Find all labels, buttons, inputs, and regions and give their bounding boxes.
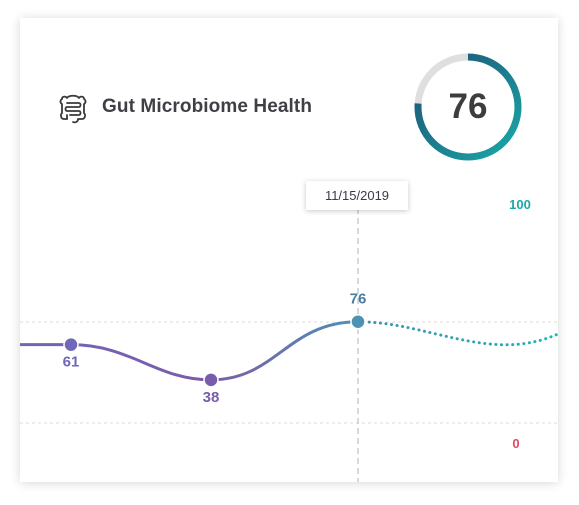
gut-microbiome-card[interactable]: Gut Microbiome Health 76 [20,18,558,482]
score-value: 76 [448,87,488,126]
y-tick-100: 100 [509,197,531,212]
data-point-61[interactable] [63,336,79,353]
data-point-76[interactable] [350,313,366,330]
data-label-38: 38 [203,389,220,406]
score-history-chart: 61 38 76 100 0 [20,197,558,482]
projection-line [356,320,558,347]
intestine-icon [59,94,87,124]
data-label-61: 61 [63,354,80,371]
score-ring-progress [414,53,522,161]
y-tick-0: 0 [512,436,519,451]
score-ring [414,53,522,161]
data-point-38[interactable] [203,372,219,388]
card-title: Gut Microbiome Health [102,96,313,117]
data-label-76: 76 [350,291,367,308]
date-tooltip: 11/15/2019 [306,181,408,210]
